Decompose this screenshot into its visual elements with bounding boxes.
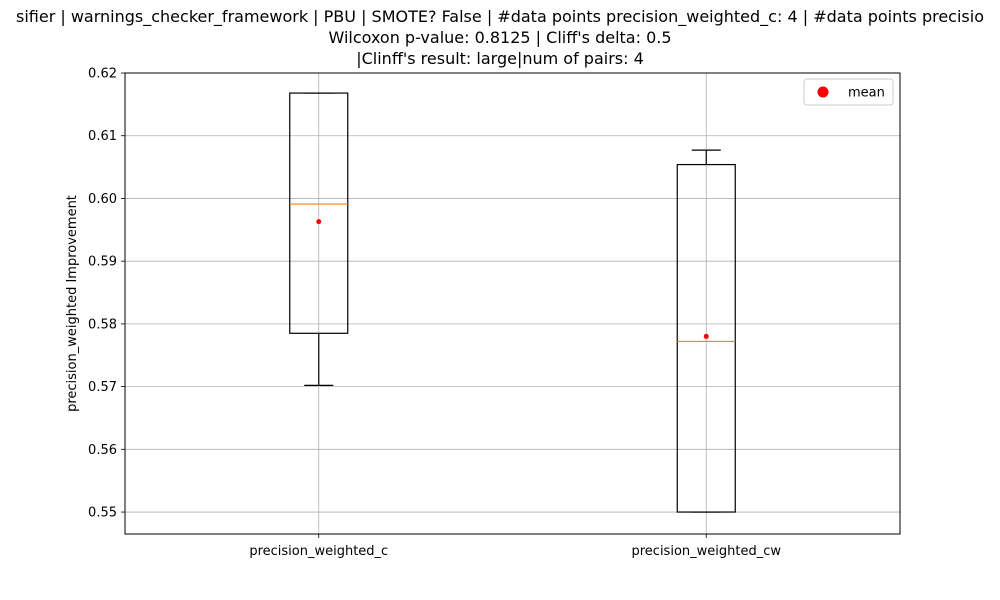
y-tick-label: 0.61 — [88, 129, 117, 144]
grid-lines — [125, 72, 900, 534]
mean-marker — [703, 333, 709, 339]
legend-mean-label: mean — [848, 86, 885, 101]
y-axis-label: precision_weighted Improvement — [65, 195, 80, 412]
interquartile-box — [289, 92, 349, 334]
y-tick-label: 0.55 — [88, 506, 117, 521]
chart-title-line-2: Wilcoxon p-value: 0.8125 | Cliff's delta… — [328, 28, 672, 47]
interquartile-box — [676, 163, 736, 513]
y-tick-label: 0.57 — [88, 380, 117, 395]
x-axis-ticks: precision_weighted_c precision_weighted_c… — [249, 534, 781, 559]
mean-marker — [316, 219, 322, 225]
chart-title-line-1: sifier | warnings_checker_framework | PB… — [15, 7, 984, 26]
y-tick-label: 0.58 — [88, 317, 117, 332]
box-plot-elements — [289, 92, 736, 513]
y-tick-label: 0.59 — [88, 255, 117, 270]
chart-title-line-3: |Clinff's result: large|num of pairs: 4 — [356, 49, 644, 68]
legend: mean — [803, 78, 894, 106]
y-axis-ticks: 0.55 0.56 0.57 0.58 0.59 0.60 0.61 0.62 — [88, 67, 125, 521]
plot-area-frame — [124, 72, 901, 535]
x-tick-label: precision_weighted_cw — [631, 544, 781, 559]
x-tick-label: precision_weighted_c — [249, 544, 388, 559]
y-tick-label: 0.56 — [88, 443, 117, 458]
y-tick-label: 0.60 — [88, 192, 117, 207]
y-tick-label: 0.62 — [88, 67, 117, 82]
legend-box — [803, 78, 894, 106]
legend-mean-marker — [817, 86, 829, 98]
